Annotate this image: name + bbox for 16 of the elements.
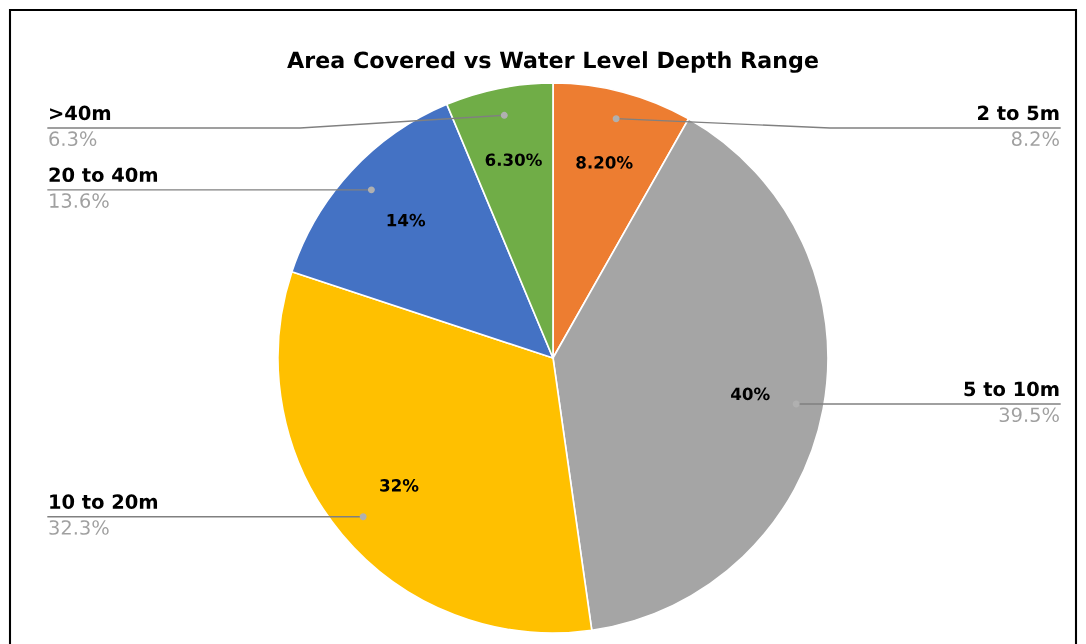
text: 32.3% [49,520,109,535]
text: 8.2% [1011,131,1059,147]
data-label: 40% [731,387,770,401]
text: 13.6% [50,193,109,208]
text: 6.3% [49,131,97,147]
slice-label: 10 to 20m [50,494,158,510]
slice-label: 5 to 10m [964,381,1059,397]
data-label: 8.20% [576,156,633,169]
text: 39.5% [999,407,1059,423]
data-label: 32% [380,479,419,492]
chart-title: Area Covered vs Water Level Depth Range [287,51,818,73]
data-label: 14% [387,213,426,227]
slice-label: >40m [50,105,111,121]
data-label: 6.30% [485,153,542,167]
slice-label: 20 to 40m [49,167,158,183]
slice-label: 2 to 5m [978,105,1059,121]
